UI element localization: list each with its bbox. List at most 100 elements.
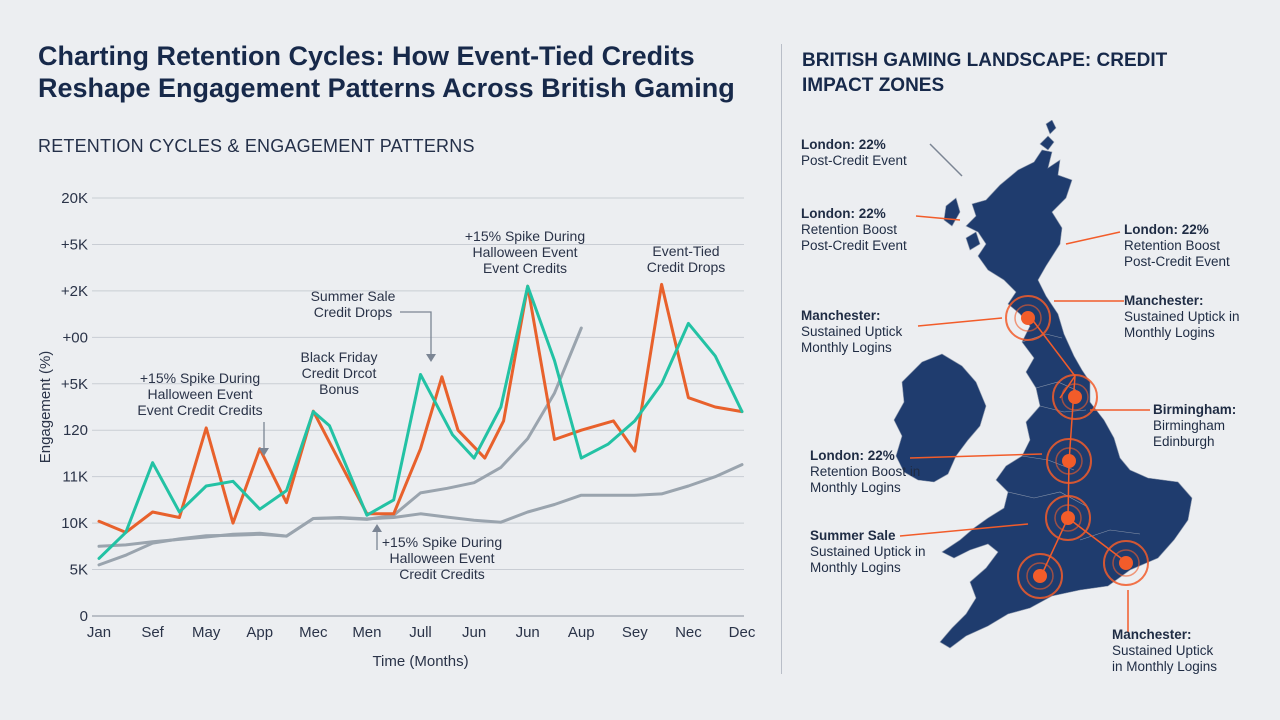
annotation-pointer — [400, 311, 432, 356]
x-tick-label: Nec — [675, 624, 702, 641]
hebrides-shape — [943, 197, 961, 227]
impact-zone-ring-inner — [1112, 549, 1140, 577]
impact-zone-marker — [1033, 569, 1047, 583]
x-tick-label: Jull — [409, 624, 432, 641]
map-callout-line: Post-Credit Event — [1124, 254, 1230, 269]
impact-zone-marker — [1062, 454, 1076, 468]
impact-zone-ring-inner — [1026, 562, 1054, 590]
callout-leader — [917, 317, 1003, 327]
y-tick-label: 0 — [80, 608, 88, 625]
chart-annotation: Black Friday Credit Drcot Bonus — [300, 349, 377, 397]
map-callout: London: 22% Retention Boost Post-Credit Ev… — [1124, 222, 1230, 270]
series-line-0 — [97, 282, 744, 534]
map-callout-line: Post-Credit Event — [801, 238, 907, 253]
chart-annotation: Event-Tied Credit Drops — [647, 243, 726, 275]
map-callout-line: in Monthly Logins — [1112, 659, 1218, 674]
x-tick-label: Jun — [516, 624, 540, 641]
map-callout-head: London: 22% — [801, 137, 886, 152]
orkney-shape — [1039, 135, 1055, 151]
callout-leader — [929, 143, 963, 177]
y-tick-label: 10K — [61, 515, 88, 532]
chart-title: Charting Retention Cycles: How Event-Tie… — [38, 41, 735, 103]
x-tick-label: Dec — [729, 624, 756, 641]
y-tick-label: 5K — [70, 562, 88, 579]
chart-annotation: +15% Spike During Halloween Event Event Cr… — [465, 228, 585, 276]
callout-leader — [915, 215, 961, 221]
impact-zone-ring — [1103, 540, 1149, 586]
impact-zone-marker — [1068, 390, 1082, 404]
uk-map — [893, 120, 1193, 649]
impact-zone-ring — [1046, 438, 1092, 484]
map-callout: Manchester: Sustained Uptick in Monthly Lo… — [1124, 293, 1240, 341]
y-tick-label: +2K — [61, 283, 88, 300]
impact-zone-ring — [1045, 495, 1091, 541]
x-tick-label: Jun — [462, 624, 486, 641]
map-callout-line: Monthly Logins — [801, 340, 892, 355]
uk-landmass — [893, 120, 1193, 649]
impact-zone-ring-inner — [1055, 447, 1083, 475]
callout-leader — [909, 453, 1043, 459]
impact-zone-ring-inner — [1054, 504, 1082, 532]
callout-leader — [1065, 231, 1121, 245]
panel-divider — [781, 44, 782, 674]
impact-zone-ring-inner — [1061, 383, 1089, 411]
map-callout-head: Manchester: — [801, 308, 881, 323]
impact-zone-marker — [1021, 311, 1035, 325]
x-tick-label: May — [192, 624, 221, 641]
map-callout: Birmingham: Birmingham Edinburgh — [1153, 402, 1236, 450]
y-tick-label: 120 — [63, 422, 88, 439]
map-callout-head: Manchester: — [1112, 627, 1192, 642]
map-callout: London: 22% Retention Boost Post-Credit Ev… — [801, 206, 907, 254]
series-line-3 — [97, 463, 744, 548]
shetland-shape — [1045, 120, 1057, 135]
impact-zone-ring — [1017, 553, 1063, 599]
x-tick-label: Jan — [87, 624, 111, 641]
annotation-arrowhead — [372, 524, 382, 532]
skye-shape — [965, 231, 981, 251]
map-callout: Summer Sale Sustained Uptick in Monthly Lo… — [810, 528, 926, 576]
x-tick-label: Sey — [622, 624, 648, 641]
map-callout-head: Birmingham: — [1153, 402, 1237, 417]
retention-line-chart: 0 5K 10K 11K 120 +5K +00 +2K +5K 20K Jan Sef May App M… — [37, 190, 756, 670]
map-callout-head: Manchester: — [1124, 293, 1204, 308]
map-callout-line: Post-Credit Event — [801, 153, 907, 168]
map-callout-line: Sustained Uptick — [801, 324, 903, 339]
x-tick-label: Mec — [299, 624, 328, 641]
map-callout-line: Monthly Logins — [810, 480, 901, 495]
callout-leader — [899, 523, 1029, 537]
map-callout-head: Summer Sale — [810, 528, 896, 543]
map-callout: Manchester: Sustained Uptick in Monthly Lo… — [1112, 627, 1217, 675]
x-axis-label: Time (Months) — [372, 653, 468, 670]
y-tick-label: +00 — [63, 329, 88, 346]
x-tick-label: Sef — [141, 624, 164, 641]
map-title: BRITISH GAMING LANDSCAPE: CREDIT IMPACT … — [802, 50, 1168, 96]
chart-subtitle: RETENTION CYCLES & ENGAGEMENT PATTERNS — [38, 136, 475, 156]
impact-zone-marker — [1061, 511, 1075, 525]
ireland-shape — [893, 353, 987, 483]
map-callout-line: Monthly Logins — [810, 560, 901, 575]
map-callout-head: London: 22% — [1124, 222, 1209, 237]
chart-annotation: +15% Spike During Halloween Event Event Cr… — [137, 370, 262, 418]
impact-zone-marker — [1119, 556, 1133, 570]
map-callout: Manchester: Sustained Uptick Monthly Login… — [801, 308, 902, 356]
y-axis-label: Engagement (%) — [37, 351, 54, 464]
map-callout-line: Sustained Uptick in — [810, 544, 926, 559]
map-callout: London: 22% Post-Credit Event — [801, 137, 907, 169]
map-callout-line: Retention Boost — [801, 222, 898, 237]
impact-zone-ring — [1005, 295, 1051, 341]
y-tick-label: +5K — [61, 376, 88, 393]
x-tick-label: Men — [352, 624, 381, 641]
map-callout-line: Birmingham — [1153, 418, 1226, 433]
chart-annotation: Summer Sale Credit Drops — [311, 288, 396, 320]
map-callout-line: Edinburgh — [1153, 434, 1215, 449]
annotation-arrowhead — [426, 354, 436, 362]
series-line-1 — [97, 284, 744, 560]
annotation-arrowhead — [259, 448, 269, 456]
map-callout-line: Retention Boost in — [810, 464, 921, 479]
map-callout-line: Sustained Uptick — [1112, 643, 1214, 658]
map-callout-line: Sustained Uptick in — [1124, 309, 1240, 324]
impact-zone-ring — [1052, 374, 1098, 420]
map-callout: London: 22% Retention Boost in Monthly Log… — [810, 448, 920, 496]
map-callout-line: Retention Boost — [1124, 238, 1221, 253]
y-tick-label: 20K — [61, 190, 88, 207]
